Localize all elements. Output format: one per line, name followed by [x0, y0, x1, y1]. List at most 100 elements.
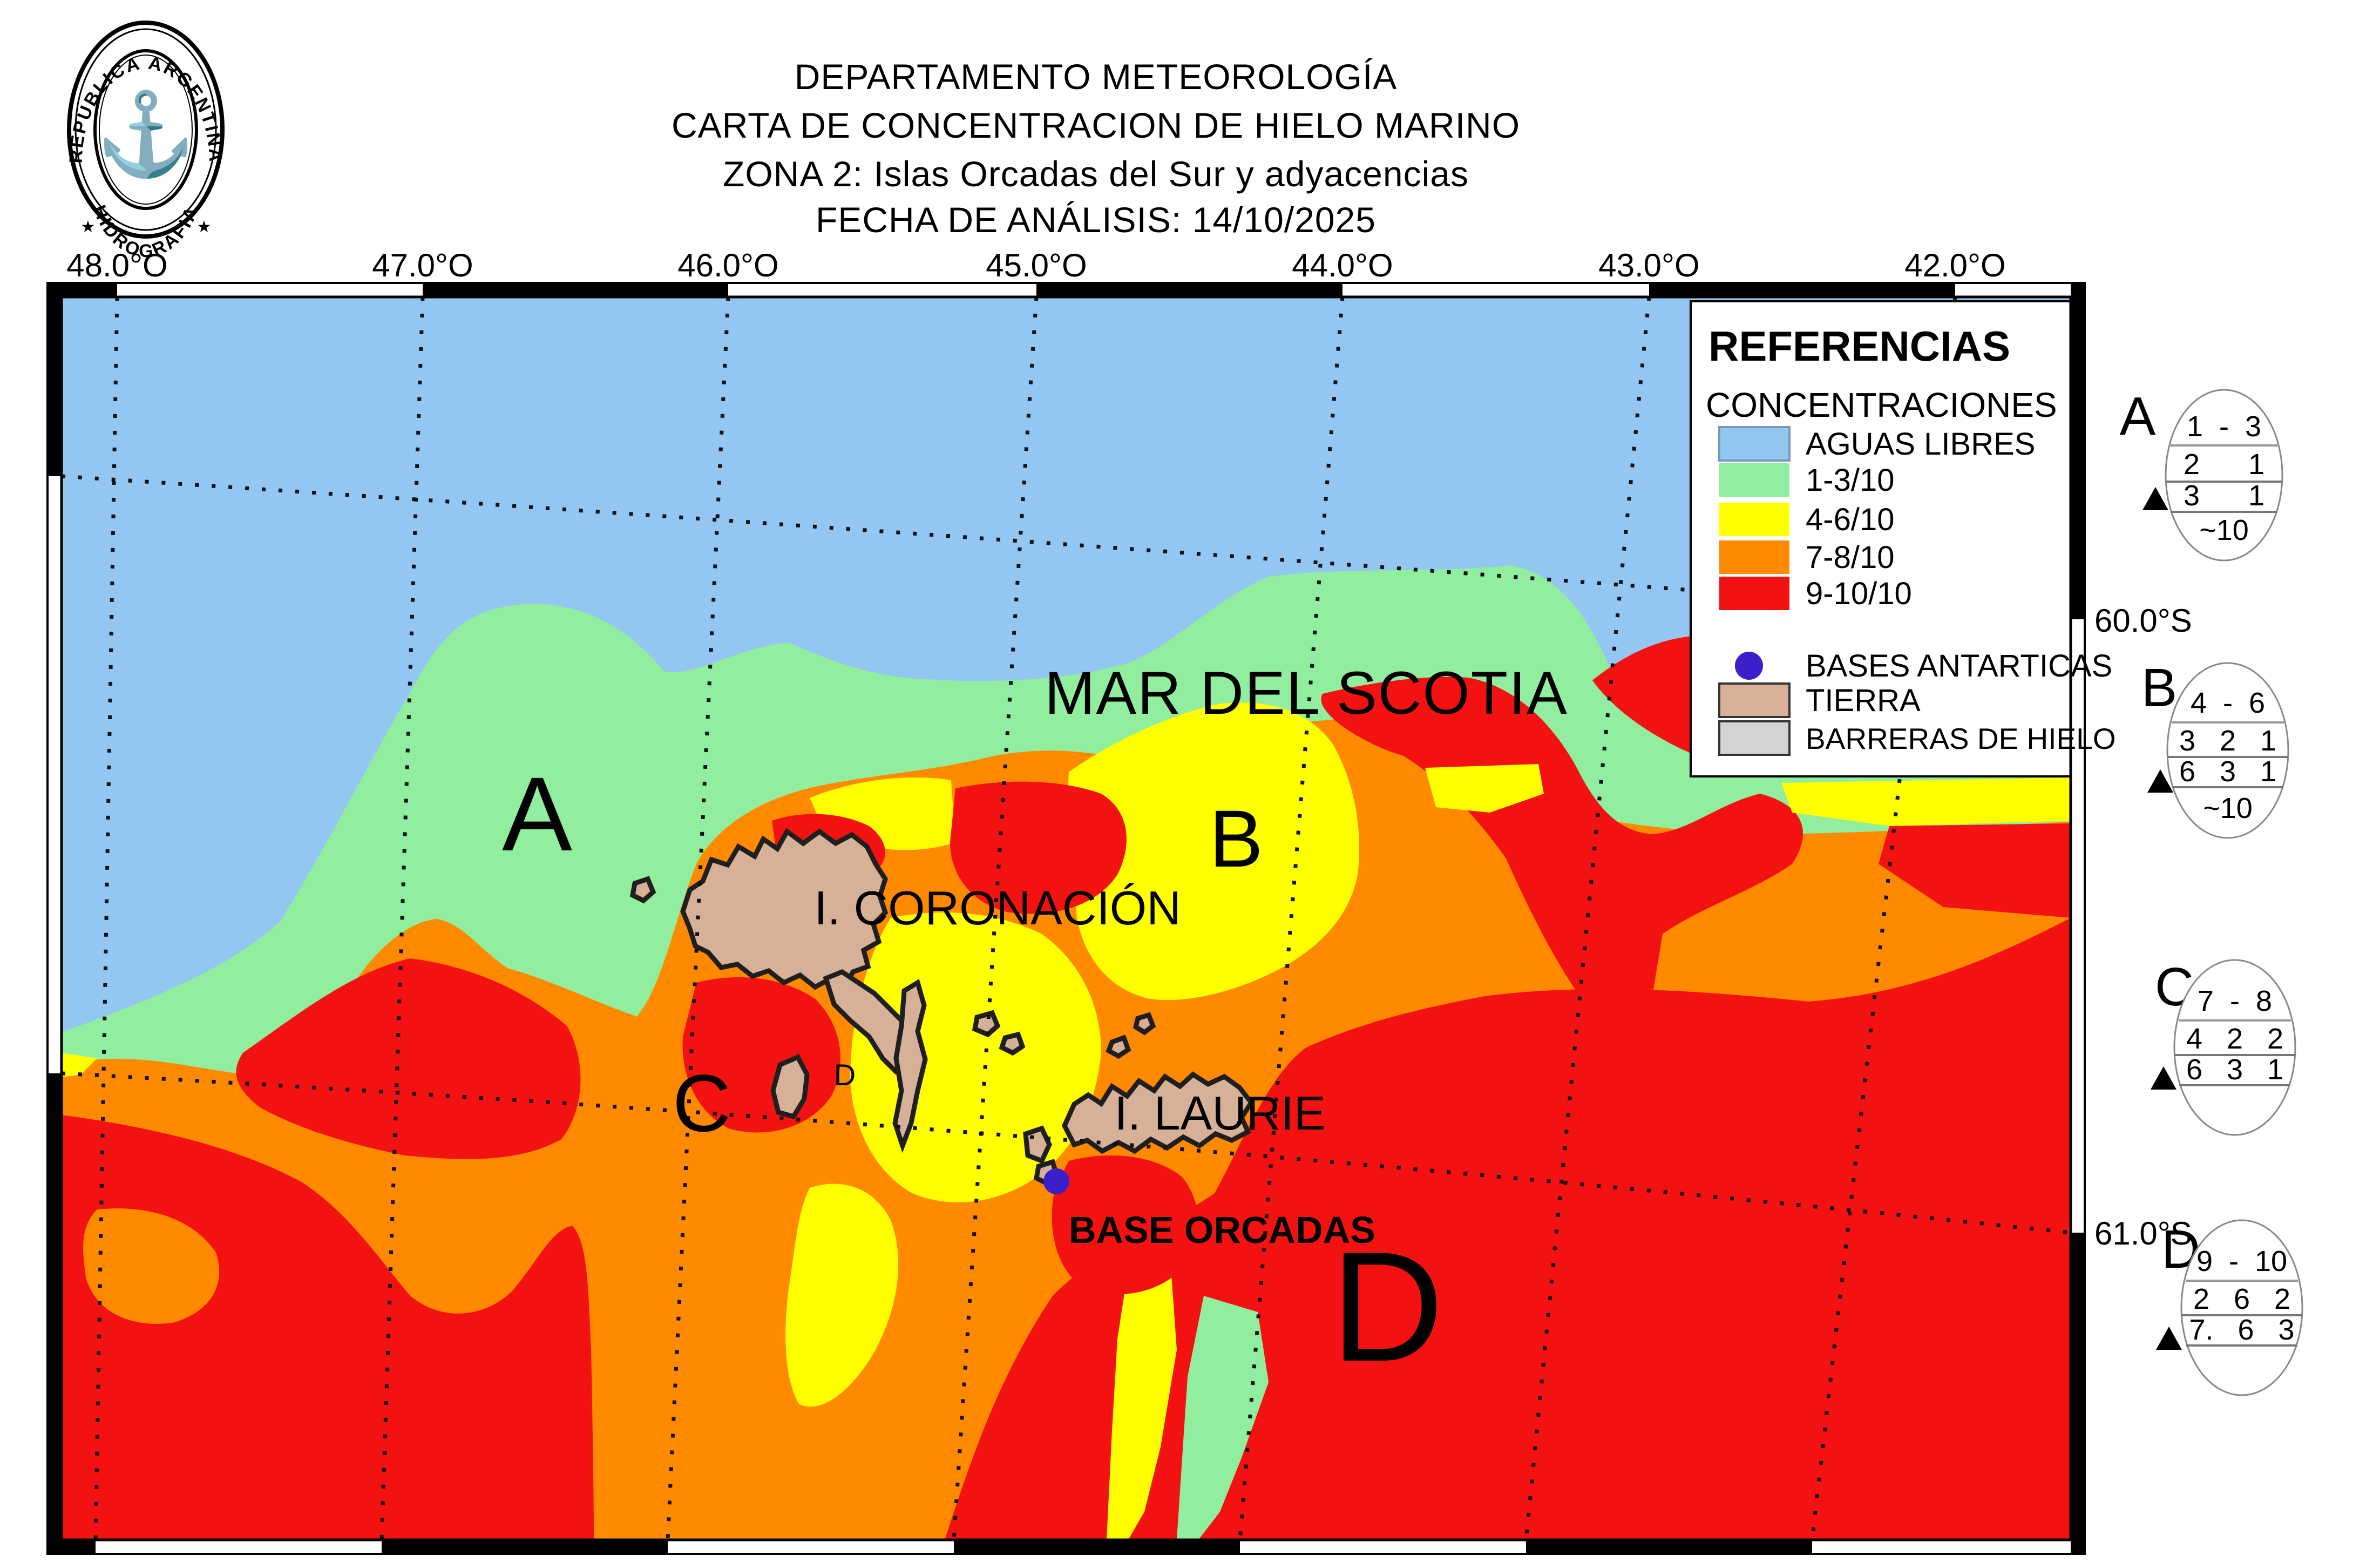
- frame-band-top: [48, 283, 1955, 297]
- lon-tick-label: 44.0°O: [1292, 247, 1393, 283]
- meridian-46: [666, 297, 730, 1540]
- legend-item-label: BASES ANTARTICAS: [1806, 648, 2112, 684]
- lon-tick-label: 46.0°O: [677, 247, 778, 283]
- zone-label-d: D: [1331, 1219, 1443, 1394]
- egg-oval: [2180, 1219, 2303, 1396]
- region-ice-4-6: [1068, 702, 1359, 1000]
- longitude-axis: 48.0°O 47.0°O 46.0°O 45.0°O 44.0°O 43.0°…: [66, 247, 2005, 283]
- legend-swatch-open-water: [1718, 426, 1791, 462]
- chart-title: DEPARTAMENTO METEOROLOGÍA CARTA DE CONCE…: [672, 57, 1520, 240]
- meridian-44: [1238, 297, 1345, 1540]
- legend-swatch-ice-barrier: [1718, 720, 1791, 756]
- legend-item-label: AGUAS LIBRES: [1806, 427, 2035, 462]
- egg-code-c: C 7 - 8 4 2 2 6 3 1: [2151, 957, 2296, 1136]
- seal-star-left-icon: ★: [81, 218, 96, 236]
- island-shape: [972, 1010, 1001, 1038]
- legend-item-label: 7-8/10: [1806, 540, 1894, 575]
- egg-row: 3 2 1: [2179, 725, 2276, 757]
- legend-title: REFERENCIAS: [1708, 322, 2010, 370]
- island-shape: [770, 1054, 810, 1120]
- legend-item-label: 1-3/10: [1806, 463, 1894, 498]
- region-ice-9-10: [950, 781, 1127, 914]
- egg-oval: [2173, 959, 2296, 1136]
- seal-star-right-icon: ★: [197, 218, 212, 236]
- region-ice-4-6: [1425, 764, 1544, 813]
- island-shape: [1133, 1012, 1156, 1036]
- frame-band-right: [2071, 283, 2085, 1554]
- egg-code-b: B 4 - 6 3 2 1 6 3 1 ~10: [2141, 658, 2289, 839]
- island-shape: [999, 1031, 1026, 1056]
- meridian-48: [93, 297, 119, 1540]
- island-shape: [1062, 1071, 1255, 1154]
- lon-tick-label: 47.0°O: [372, 247, 473, 283]
- egg-row: ~10: [2199, 514, 2249, 546]
- island-coronacion: [629, 828, 1026, 1153]
- egg-row: 2 6 2: [2193, 1283, 2290, 1315]
- legend-swatch-4-6: [1719, 503, 1789, 536]
- egg-code-d: D 9 - 10 2 6 2 7. 6 3: [2156, 1219, 2303, 1396]
- base-orcadas-label: BASE ORCADAS: [1069, 1209, 1375, 1251]
- map-body: MAR DEL SCOTIA A B C D D I. CORONACIÓN I…: [62, 297, 2071, 1540]
- meridian-43: [1524, 297, 1651, 1540]
- triangle-marker-icon: [2147, 769, 2173, 793]
- lat-tick-label: 61.0°S: [2094, 1215, 2192, 1252]
- seal-inner-inner-ring: [99, 55, 193, 205]
- egg-zone-label: A: [2120, 386, 2156, 447]
- zone-label-b: B: [1209, 793, 1263, 884]
- region-ice-9-10: [1321, 677, 1803, 999]
- zone-label-d-small: D: [834, 1058, 856, 1092]
- title-line-4: FECHA DE ANÁLISIS: 14/10/2025: [816, 200, 1376, 240]
- region-ice-9-10: [236, 958, 581, 1159]
- egg-row: 4 - 6: [2191, 687, 2265, 719]
- lat-tick-label: 60.0°S: [2094, 603, 2192, 639]
- egg-row: 7. 6 3: [2189, 1314, 2294, 1346]
- lon-tick-label: 42.0°O: [1904, 247, 2005, 283]
- map-frame: [46, 282, 2086, 1555]
- island-label-coronacion: I. CORONACIÓN: [814, 881, 1181, 935]
- egg-row: 2 1: [2184, 448, 2264, 481]
- egg-row: 6 3 1: [2179, 755, 2276, 788]
- legend-item-label: 9-10/10: [1806, 576, 1912, 611]
- legend-swatch-7-8: [1719, 540, 1789, 574]
- egg-row: 7 - 8: [2198, 985, 2272, 1017]
- seal-outer-inner-ring: [74, 28, 217, 231]
- egg-row: 4 2 2: [2186, 1023, 2283, 1055]
- sea-label: MAR DEL SCOTIA: [1045, 659, 1568, 727]
- lon-tick-label: 48.0°O: [66, 247, 167, 283]
- header: REPUBLICA ARGENTINA HIDROGRAFIA ⚓ ★ ★ DE…: [66, 21, 1520, 262]
- egg-oval: [2165, 389, 2283, 562]
- title-line-1: DEPARTAMENTO METEOROLOGÍA: [795, 57, 1398, 97]
- egg-row: 9 - 10: [2196, 1245, 2287, 1277]
- lon-tick-label: 45.0°O: [986, 247, 1087, 283]
- island-shape: [629, 876, 656, 904]
- legend: REFERENCIAS CONCENTRACIONES AGUAS LIBRES…: [1690, 300, 2116, 777]
- legend-base-dot-icon: [1735, 652, 1763, 680]
- region-ice-7-8: [83, 1208, 220, 1324]
- region-ice-1-3: [1177, 1296, 1269, 1540]
- egg-row: ~10: [2203, 792, 2253, 824]
- region-ice-4-6: [785, 1184, 899, 1407]
- egg-zone-label: B: [2141, 658, 2178, 718]
- meridian-47: [379, 297, 425, 1540]
- island-shape: [680, 828, 889, 992]
- triangle-marker-icon: [2151, 1066, 2176, 1090]
- region-ice-9-10: [1052, 1155, 1198, 1294]
- lon-tick-label: 43.0°O: [1598, 247, 1699, 283]
- region-ice-4-6: [62, 1053, 97, 1077]
- legend-item-label: BARRERAS DE HIELO: [1806, 722, 2116, 755]
- title-line-2: CARTA DE CONCENTRACION DE HIELO MARINO: [672, 105, 1520, 145]
- island-shape: [1106, 1034, 1131, 1059]
- legend-item-label: 4-6/10: [1806, 502, 1894, 537]
- legend-swatch-9-10: [1719, 577, 1789, 610]
- title-line-3: ZONA 2: Islas Orcadas del Sur y adyacenc…: [723, 154, 1469, 194]
- egg-oval: [2166, 662, 2289, 839]
- zone-label-a: A: [502, 755, 572, 873]
- base-orcadas-marker: [1043, 1168, 1069, 1194]
- region-ice-9-10: [62, 1115, 594, 1540]
- egg-row: 1 - 3: [2187, 410, 2261, 443]
- frame-band-left: [48, 283, 62, 1554]
- anchor-icon: ⚓: [96, 89, 196, 180]
- egg-row: 3 1: [2184, 479, 2264, 512]
- region-ice-4-6: [1781, 777, 2071, 826]
